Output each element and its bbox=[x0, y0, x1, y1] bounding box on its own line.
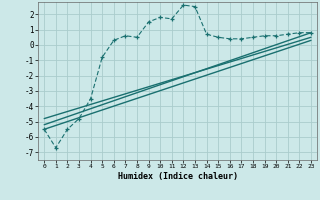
X-axis label: Humidex (Indice chaleur): Humidex (Indice chaleur) bbox=[118, 172, 238, 181]
